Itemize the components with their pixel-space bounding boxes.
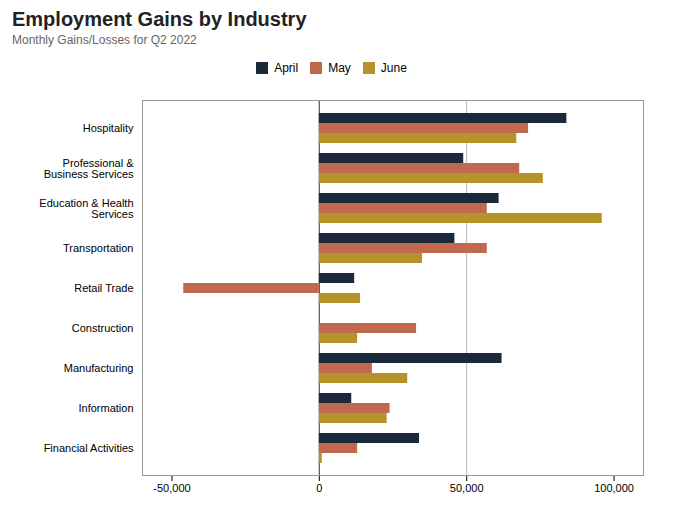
svg-text:Retail Trade: Retail Trade xyxy=(74,282,133,294)
html-text:April: April xyxy=(274,60,299,75)
svg-text:50,000: 50,000 xyxy=(450,482,484,494)
svg-text:-50,000: -50,000 xyxy=(153,482,190,494)
svg-text:Education & HealthServices: Education & HealthServices xyxy=(39,197,134,220)
html-text:May: May xyxy=(328,60,351,75)
svg-text:Manufacturing: Manufacturing xyxy=(64,362,134,374)
svg-text:Financial Activities: Financial Activities xyxy=(44,442,134,454)
svg-text:Transportation: Transportation xyxy=(63,242,134,254)
svg-text:Information: Information xyxy=(78,402,133,414)
html-text:June: June xyxy=(380,60,407,75)
svg-text:Construction: Construction xyxy=(72,322,134,334)
html-text:Employment Gains by Industry: Employment Gains by Industry xyxy=(12,8,307,30)
svg-text:Hospitality: Hospitality xyxy=(83,122,134,134)
svg-text:0: 0 xyxy=(316,482,322,494)
html-text:Monthly Gains/Losses for Q2 20: Monthly Gains/Losses for Q2 2022 xyxy=(12,33,197,47)
svg-text:100,000: 100,000 xyxy=(594,482,634,494)
svg-text:Professional &Business Service: Professional &Business Services xyxy=(44,157,135,180)
